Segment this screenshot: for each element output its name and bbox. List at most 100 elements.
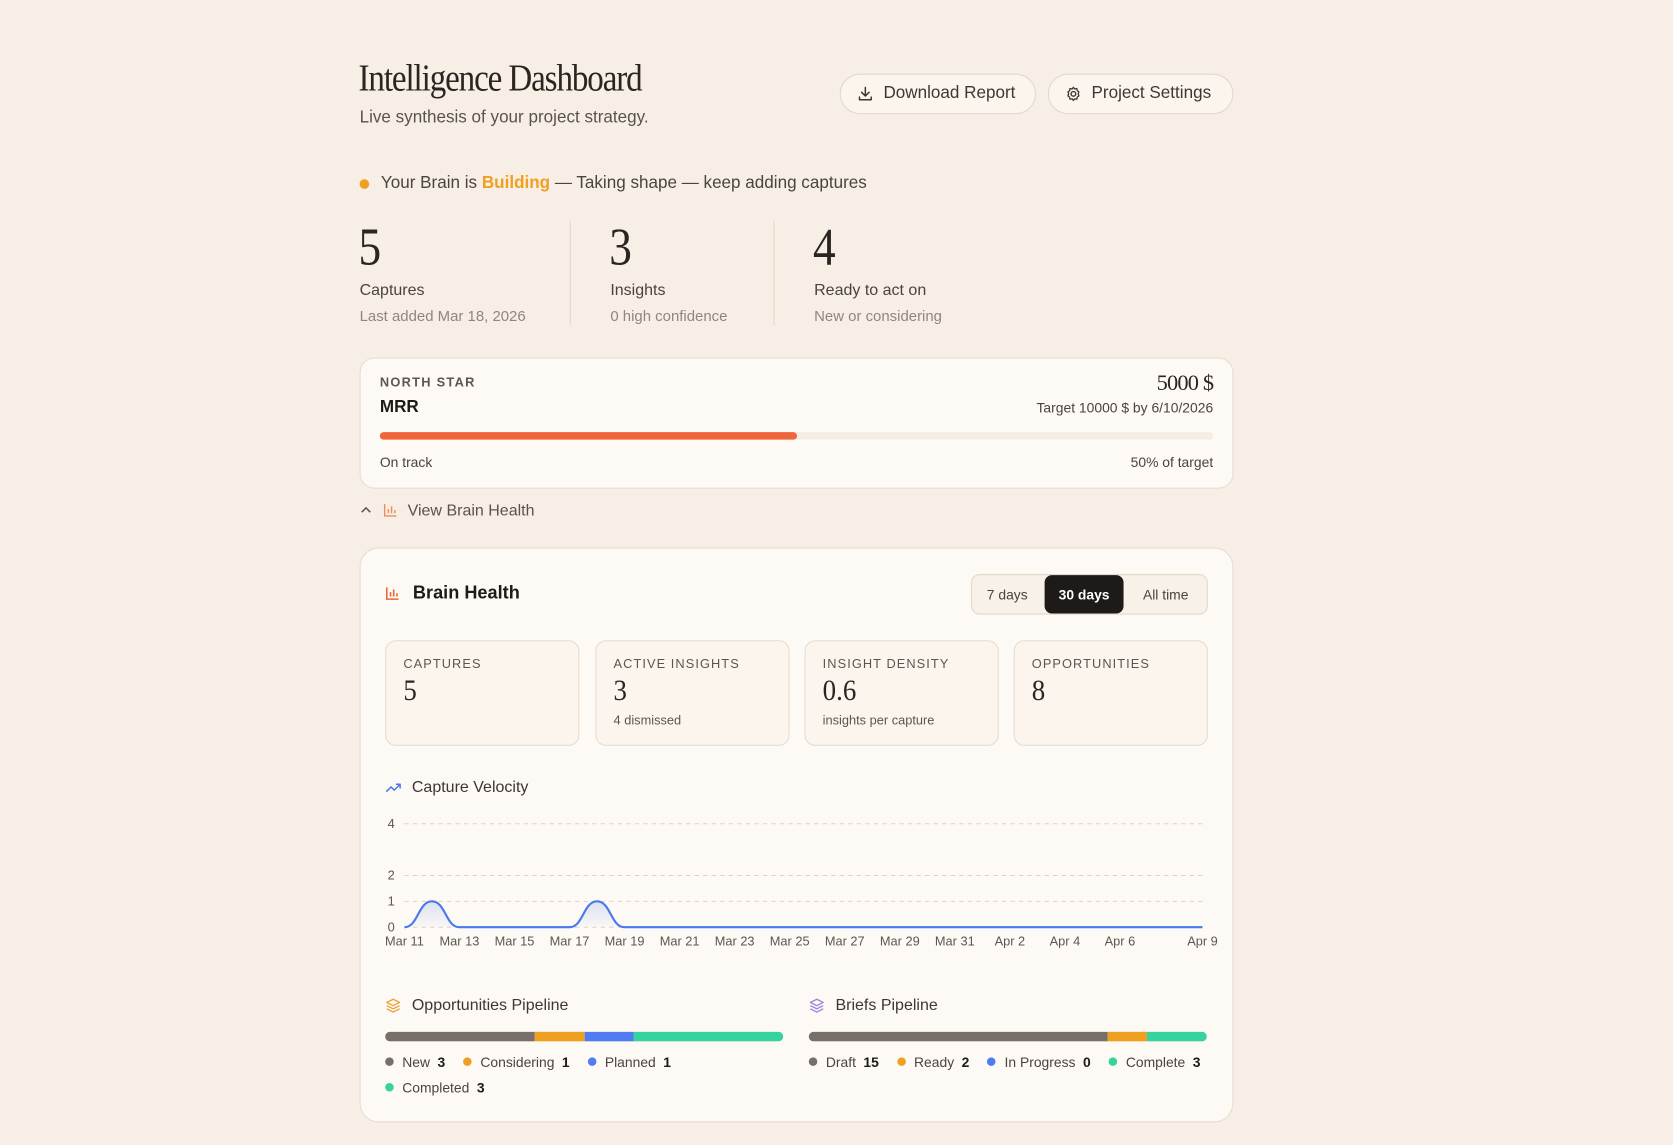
legend-item: New 3 [385,1051,445,1072]
metric-value: 3 [613,674,627,708]
pipeline-segment [584,1031,634,1042]
north-star-status: On track [379,454,433,471]
legend-item: Considering 1 [463,1051,570,1072]
bars-icon [383,504,397,517]
legend-name: In Progress [1004,1053,1076,1070]
legend-dot [385,1057,394,1066]
pipeline-segment [1147,1031,1207,1042]
stat-label: Insights [610,281,666,300]
line [404,900,1203,929]
stat-value: 3 [609,216,632,277]
x-tick-label: Mar 11 [385,933,424,948]
x-tick-label: Mar 25 [770,933,810,948]
metric-card [595,640,790,746]
metric-label: INSIGHT DENSITY [822,656,950,672]
pipeline-segment [633,1031,784,1042]
north-star-current: 5000 $ [1156,369,1214,396]
status-dot [359,179,370,189]
legend-item: Ready 2 [896,1051,969,1072]
metric-card [385,640,580,746]
layers-icon [386,998,401,1013]
settings-button[interactable]: Project Settings [1047,73,1234,115]
download-button[interactable]: Download Report [839,73,1037,115]
legend-dot [987,1057,996,1066]
x-tick-label: Mar 27 [825,933,865,948]
status-line: Your Brain is Building — Taking shape — … [381,174,867,193]
status-prefix: Your Brain is [380,173,478,193]
target-date: 6/10/2026 [1151,399,1214,416]
area [404,901,1203,928]
x-tick-label: Mar 13 [440,933,480,948]
pipeline-bar [385,1031,784,1042]
legend-item: Completed 3 [385,1077,485,1098]
brain-health-title: Brain Health [412,582,520,603]
pipeline-title: Briefs Pipeline [835,996,938,1015]
legend-item: In Progress 0 [987,1051,1091,1072]
range-option[interactable]: All time [1142,586,1189,603]
legend-dot [808,1057,818,1066]
legend-count: 0 [1082,1053,1091,1070]
north-star-card [359,357,1234,489]
x-tick-label: Apr 9 [1187,933,1218,948]
toggle-label: View Brain Health [407,500,535,520]
pipeline-segment [534,1031,585,1042]
range-option[interactable]: 30 days [1044,575,1124,614]
x-tick-label: Apr 6 [1105,933,1136,948]
y-tick-label: 0 [388,919,395,934]
y-tick-label: 2 [388,868,395,883]
stat-divider [773,220,775,326]
target-prefix: Target [1036,399,1076,416]
legend-dot [587,1057,597,1066]
status-level: Building [481,173,551,193]
legend-dot [1108,1057,1118,1066]
stat-detail: New or considering [814,307,942,325]
x-tick-label: Mar 17 [550,933,590,948]
stat-label: Captures [359,281,425,300]
legend-name: Complete [1125,1053,1186,1070]
trend-icon [385,783,401,793]
pipeline-segment [1107,1031,1148,1042]
legend-dot [385,1083,394,1092]
button-label: Project Settings [1091,84,1212,103]
legend-item: Planned 1 [587,1051,671,1072]
brain-health-toggle[interactable]: View Brain Health [359,499,535,520]
x-tick-label: Mar 31 [935,933,975,948]
legend-count: 3 [476,1079,485,1096]
target-value: 10000 $ [1078,399,1130,416]
y-tick-label: 1 [388,894,395,909]
north-star-eyebrow: NORTH STAR [379,374,476,390]
north-star-progress: 50% of target [1130,454,1214,471]
progress-track [379,432,1214,440]
metric-detail: 4 dismissed [613,712,682,728]
legend-count: 3 [1192,1053,1201,1070]
range-option[interactable]: 7 days [986,586,1028,603]
pipeline-segment [808,1031,1108,1042]
metric-value: 0.6 [822,674,857,708]
layers-icon [809,998,824,1013]
stat-label: Ready to act on [814,281,927,300]
status-message: — Taking shape — keep adding captures [554,173,867,193]
legend-name: Considering [480,1053,555,1070]
north-star-target: Target 10000 $ by 6/10/2026 [1036,400,1213,416]
progress-fill [379,432,797,440]
metric-card [804,640,999,746]
pipeline-title: Opportunities Pipeline [411,996,569,1015]
x-tick-label: Mar 19 [605,933,645,948]
legend-name: Completed [402,1079,470,1096]
metric-detail: insights per capture [822,712,935,728]
target-by: by [1132,399,1148,416]
legend-item: Complete 3 [1108,1051,1201,1072]
legend-name: Ready [914,1053,955,1070]
legend-name: New [402,1053,431,1070]
x-tick-label: Apr 2 [995,933,1026,948]
stat-detail: Last added Mar 18, 2026 [359,307,526,325]
y-tick-label: 4 [388,816,395,831]
legend-count: 1 [663,1053,671,1070]
x-tick-label: Mar 21 [660,933,700,948]
metric-label: OPPORTUNITIES [1031,656,1151,672]
legend-count: 1 [561,1053,570,1070]
velocity-chart: 0 1 2 4 Mar 11 Mar 13 Mar 15 Mar 17 Mar 19 Mar 21… [385,816,1218,948]
legend-count: 15 [863,1053,879,1070]
legend-dot [896,1057,906,1066]
